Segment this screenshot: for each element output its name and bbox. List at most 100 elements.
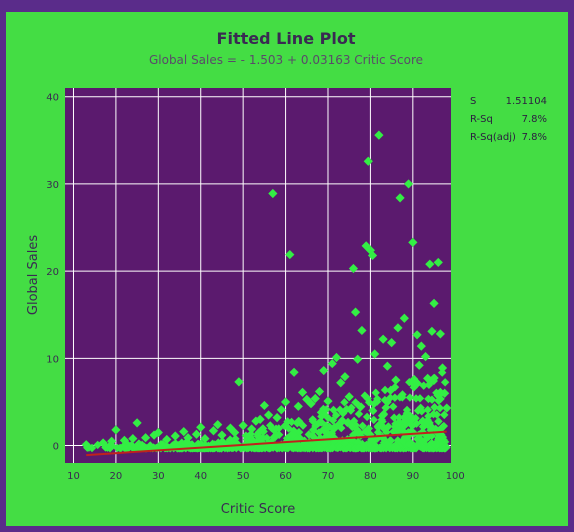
data-point (361, 241, 371, 251)
data-point (179, 427, 189, 437)
point-cloud-marker (390, 382, 400, 392)
point-cloud-marker (424, 380, 434, 390)
point-cloud-marker (266, 421, 275, 430)
point-cloud-marker (405, 393, 415, 402)
data-point (399, 313, 409, 323)
data-point (378, 334, 388, 344)
data-point (276, 405, 286, 415)
data-point (374, 130, 384, 140)
data-point (81, 440, 91, 450)
x-tick-label: 80 (364, 471, 377, 482)
data-point (412, 330, 422, 340)
data-point (272, 413, 282, 423)
point-cloud-marker (390, 393, 400, 402)
x-tick-label: 50 (237, 471, 250, 482)
data-point (191, 429, 202, 439)
point-cloud-marker (440, 410, 449, 420)
point-cloud-marker (430, 403, 439, 412)
point-cloud-marker (380, 385, 390, 395)
data-point (363, 156, 373, 166)
point-cloud-marker (263, 443, 273, 453)
point-cloud-marker (354, 443, 363, 452)
point-cloud-marker (434, 417, 443, 426)
x-tick-label: 70 (322, 471, 335, 482)
point-cloud-marker (274, 424, 283, 433)
point-cloud-marker (87, 443, 97, 453)
point-cloud-marker (380, 395, 390, 405)
point-cloud-marker (364, 398, 374, 407)
point-cloud-marker (156, 440, 166, 449)
data-point (414, 360, 424, 370)
point-cloud-marker (405, 378, 414, 387)
point-cloud-marker (322, 424, 331, 433)
data-point (435, 329, 445, 339)
data-point (382, 361, 392, 371)
point-cloud-marker (415, 394, 425, 403)
point-cloud-marker (423, 418, 433, 427)
point-cloud-marker (327, 443, 337, 452)
x-tick-label: 40 (194, 471, 207, 482)
point-cloud-marker (340, 439, 350, 448)
point-cloud-marker (295, 443, 304, 452)
data-point (255, 414, 265, 424)
point-cloud-marker (429, 374, 438, 383)
data-point (238, 420, 248, 431)
point-cloud-marker (275, 441, 284, 451)
point-cloud-marker (380, 425, 390, 434)
point-cloud-marker (381, 403, 391, 412)
x-tick-label: 60 (279, 471, 292, 482)
data-point (393, 323, 403, 333)
point-cloud-marker (402, 405, 412, 415)
data-point (259, 400, 269, 411)
data-points (81, 130, 452, 450)
data-point (140, 433, 151, 443)
point-cloud-marker (243, 432, 253, 442)
point-cloud-marker (317, 412, 326, 421)
y-axis-ticks: 0 10 20 30 40 (46, 93, 59, 453)
data-point (213, 420, 223, 430)
point-cloud-marker (435, 403, 445, 413)
point-cloud-marker (287, 442, 296, 451)
point-cloud-marker (327, 430, 336, 440)
point-cloud-marker (362, 412, 372, 422)
point-cloud-marker (193, 439, 203, 449)
point-cloud (83, 368, 451, 453)
data-point (327, 358, 337, 369)
data-point (331, 352, 342, 363)
point-cloud-marker (427, 431, 436, 441)
data-point (344, 392, 354, 402)
data-point (196, 422, 206, 432)
data-point (408, 237, 418, 247)
data-point (183, 433, 193, 443)
point-cloud-marker (391, 419, 400, 429)
data-point (234, 377, 244, 387)
data-point (387, 338, 397, 348)
point-cloud-marker (371, 388, 380, 397)
data-point (306, 399, 316, 409)
fit-statistics: S 1.51104 R-Sq 7.8% R-Sq(adj) 7.8% (470, 96, 547, 143)
data-point (217, 430, 227, 440)
point-cloud-marker (302, 441, 312, 451)
x-tick-label: 100 (446, 471, 465, 482)
point-cloud-marker (145, 442, 154, 451)
point-cloud-marker (274, 430, 284, 439)
point-cloud-marker (93, 440, 102, 450)
y-tick-label: 0 (53, 442, 59, 453)
data-point (442, 403, 452, 413)
point-cloud-marker (392, 442, 401, 451)
point-cloud-marker (258, 424, 268, 433)
point-cloud-marker (358, 421, 367, 431)
point-cloud-marker (329, 405, 338, 415)
data-point (403, 179, 414, 189)
data-point (162, 434, 172, 445)
point-cloud-marker (423, 405, 432, 415)
y-axis-label: Global Sales (26, 235, 41, 315)
point-cloud-marker (120, 443, 129, 453)
data-point (268, 188, 278, 199)
chart-subtitle: Global Sales = - 1.503 + 0.03163 Critic … (149, 53, 423, 67)
y-tick-label: 40 (46, 93, 59, 104)
x-axis-label: Critic Score (221, 502, 295, 517)
data-point (429, 298, 439, 309)
point-cloud-marker (308, 415, 317, 424)
y-tick-label: 20 (46, 267, 59, 278)
